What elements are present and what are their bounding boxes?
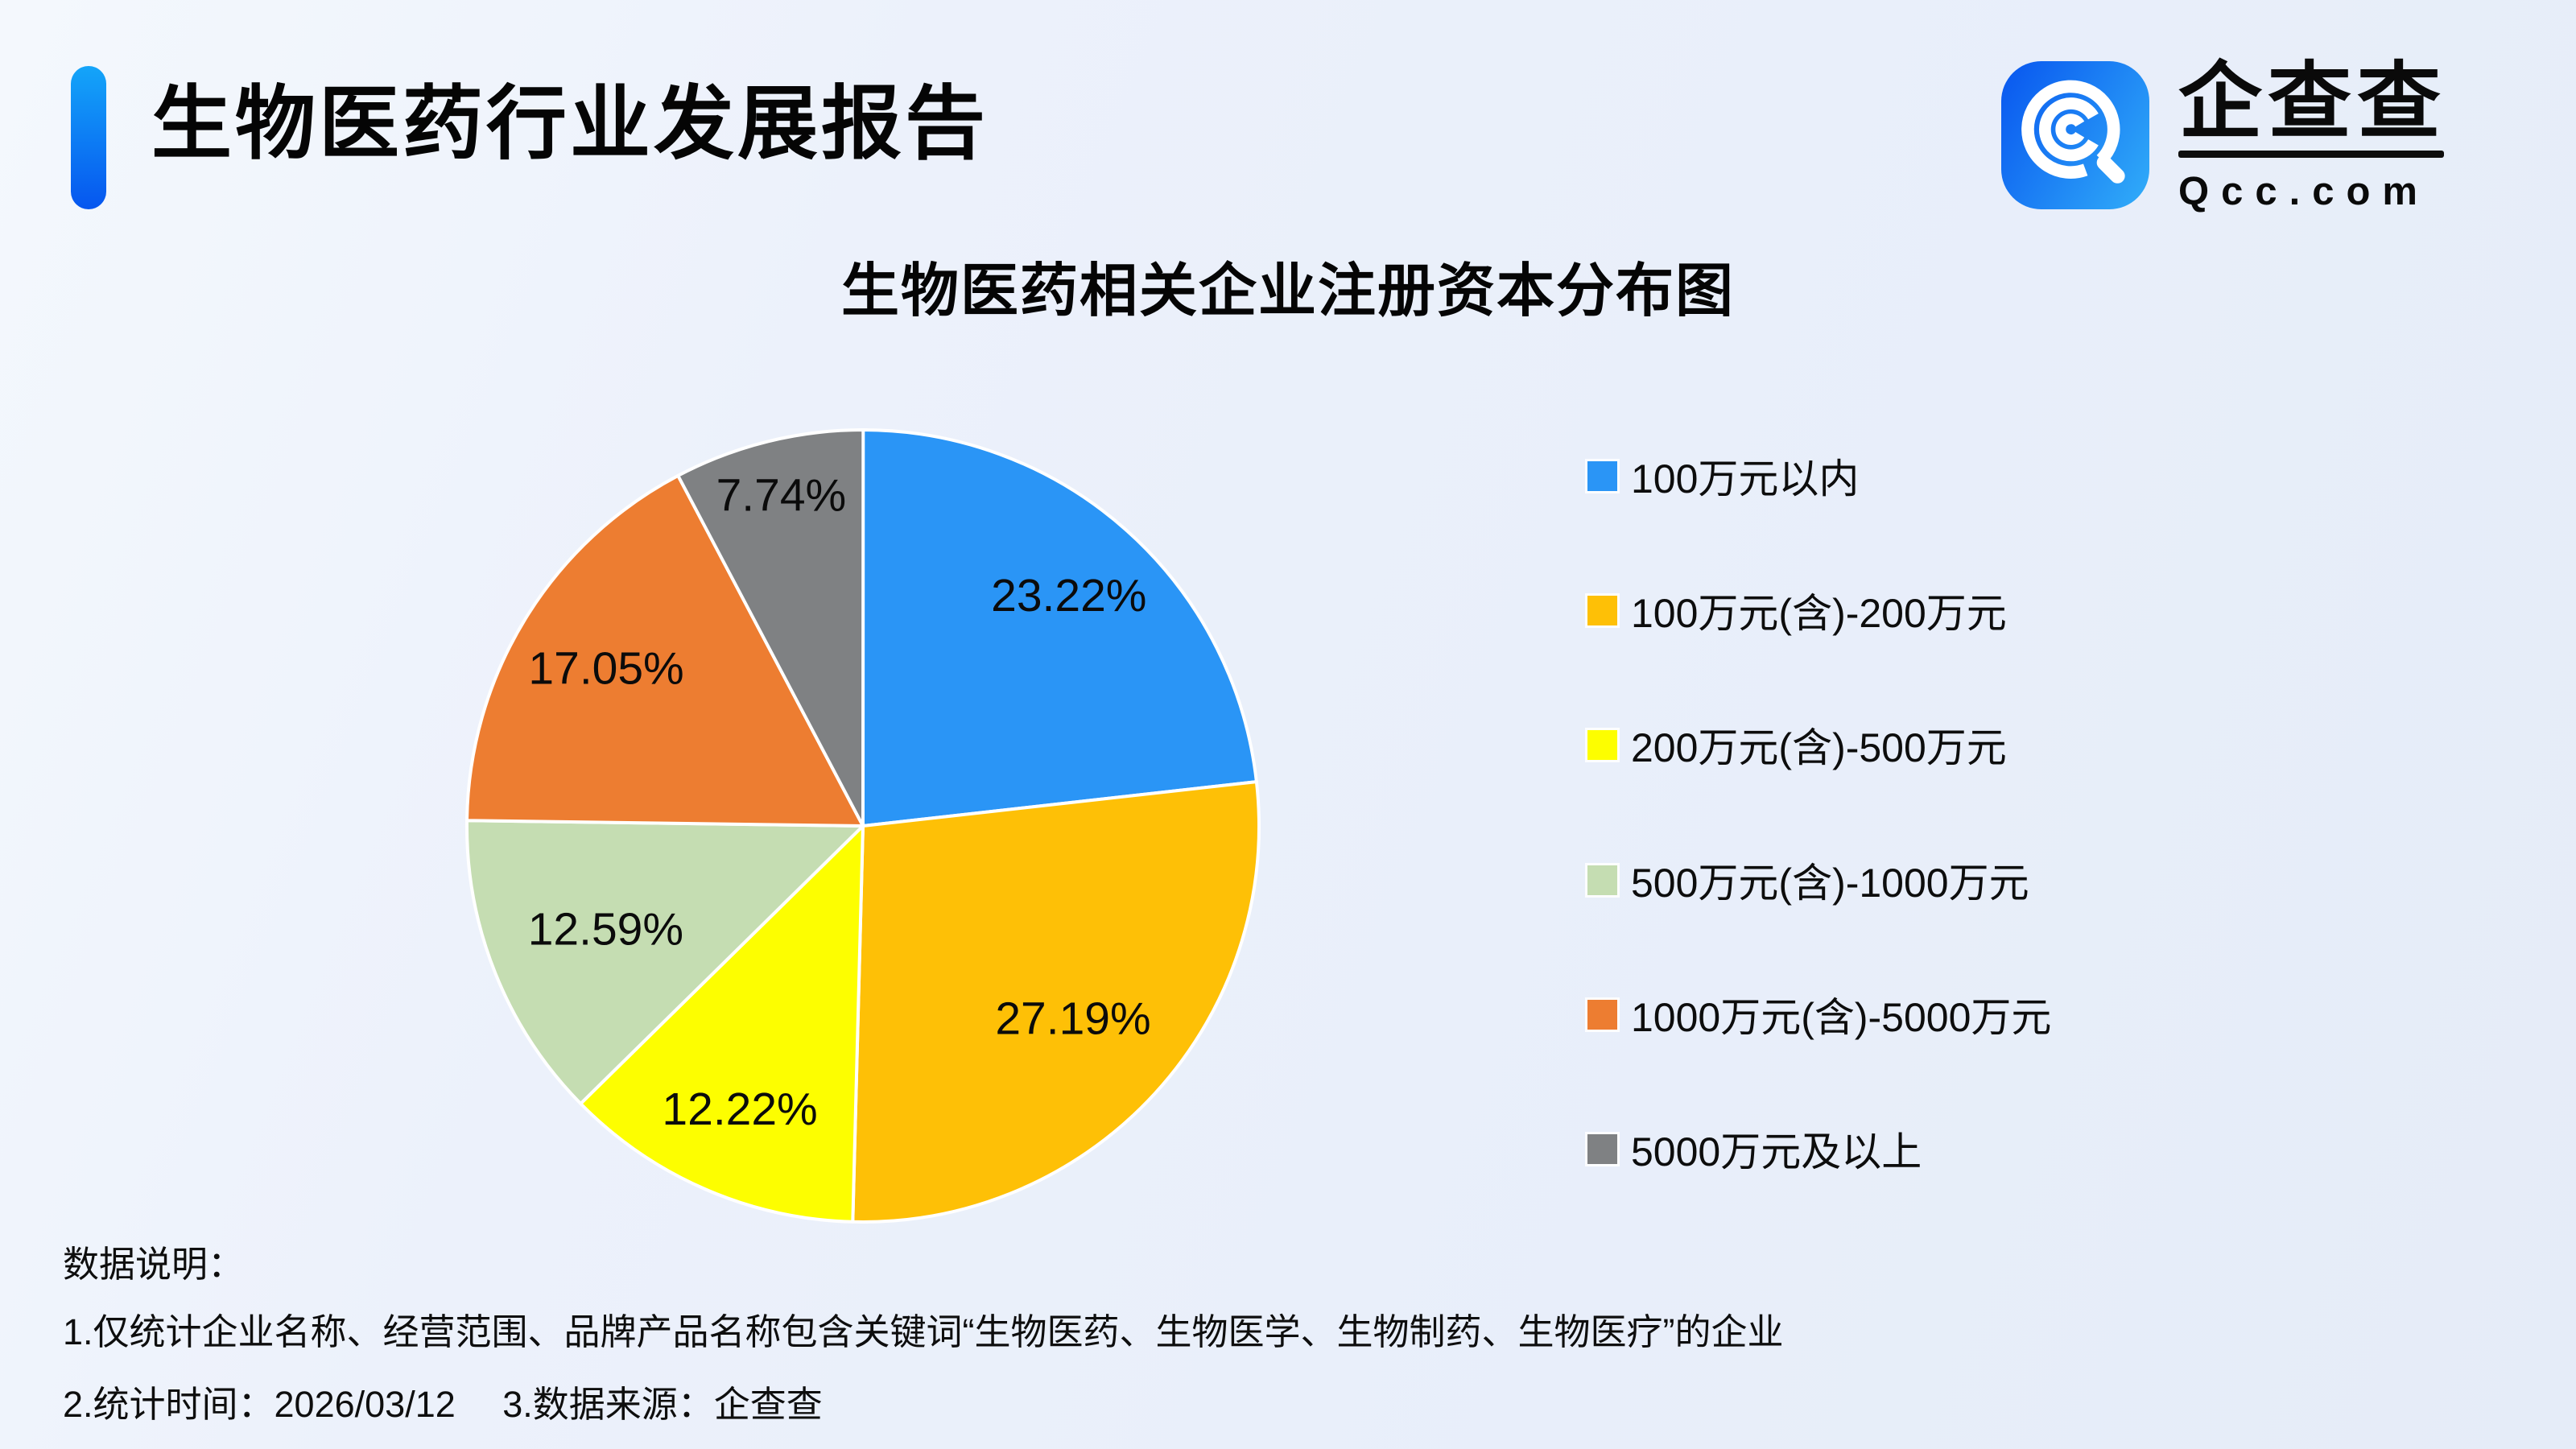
legend-label: 200万元(含)-500万元 (1631, 725, 2007, 770)
qcc-logo-name: 企查查 (2178, 56, 2447, 149)
qcc-logo-underline (2178, 151, 2444, 158)
notes-stat-time: 2.统计时间：2026/03/12 (63, 1384, 456, 1425)
page-title: 生物医药行业发展报告 (151, 79, 989, 169)
pie-value-label: 23.22% (991, 570, 1146, 621)
notes-data-source: 3.数据来源：企查查 (502, 1384, 823, 1425)
legend-swatch-icon (1587, 999, 1617, 1030)
pie-value-label: 17.05% (528, 643, 683, 695)
pie-slice (465, 473, 865, 828)
title-accent-bar (71, 66, 106, 209)
legend-item: 5000万元及以上 (1587, 1128, 1922, 1174)
pie-slice (464, 819, 865, 1105)
legend-item: 1000万元(含)-5000万元 (1587, 993, 2051, 1040)
pie-value-label: 12.59% (528, 903, 683, 955)
legend-item: 200万元(含)-500万元 (1587, 724, 2007, 770)
legend-label: 100万元以内 (1631, 456, 1860, 502)
qcc-logo-domain: Qcc.com (2178, 170, 2429, 213)
pie-slice (579, 824, 865, 1224)
legend-label: 500万元(含)-1000万元 (1631, 861, 2029, 906)
legend-swatch-icon (1587, 729, 1617, 760)
pie-value-label: 12.22% (662, 1084, 817, 1135)
legend-label: 5000万元及以上 (1631, 1129, 1922, 1174)
pie-slice (861, 428, 1258, 828)
pie-chart: 23.22% 27.19% 12.22% 12.59% 17.05% 7.74% (464, 427, 1261, 1224)
qcc-logo-icon (2001, 61, 2149, 209)
legend-swatch-icon (1587, 1133, 1617, 1164)
notes-heading: 数据说明： (63, 1244, 245, 1285)
pie-value-label: 27.19% (995, 993, 1150, 1045)
legend-item: 500万元(含)-1000万元 (1587, 859, 2029, 906)
legend-swatch-icon (1587, 460, 1617, 491)
pie-slice (851, 780, 1261, 1224)
legend-swatch-icon (1587, 865, 1617, 895)
legend: 100万元以内 100万元(含)-200万元 200万元(含)-500万元 500万元… (1587, 455, 2392, 1228)
legend-swatch-icon (1587, 595, 1617, 625)
notes-line-2: 2.统计时间：2026/03/12 3.数据来源：企查查 (63, 1375, 823, 1427)
chart-title: 生物医药相关企业注册资本分布图 (840, 259, 1735, 324)
legend-label: 100万元(含)-200万元 (1631, 591, 2007, 636)
qcc-logo-text: 企查查 Qcc.com (2178, 56, 2447, 214)
notes-line-1: 1.仅统计企业名称、经营范围、品牌产品名称包含关键词“生物医药、生物医学、生物制… (63, 1311, 1784, 1352)
pie-value-label: 7.74% (716, 469, 847, 521)
legend-item: 100万元(含)-200万元 (1587, 589, 2007, 636)
legend-item: 100万元以内 (1587, 455, 1859, 502)
legend-label: 1000万元(含)-5000万元 (1631, 995, 2052, 1040)
pie-slice (676, 427, 865, 828)
qcc-logo: 企查查 Qcc.com (2001, 56, 2447, 214)
